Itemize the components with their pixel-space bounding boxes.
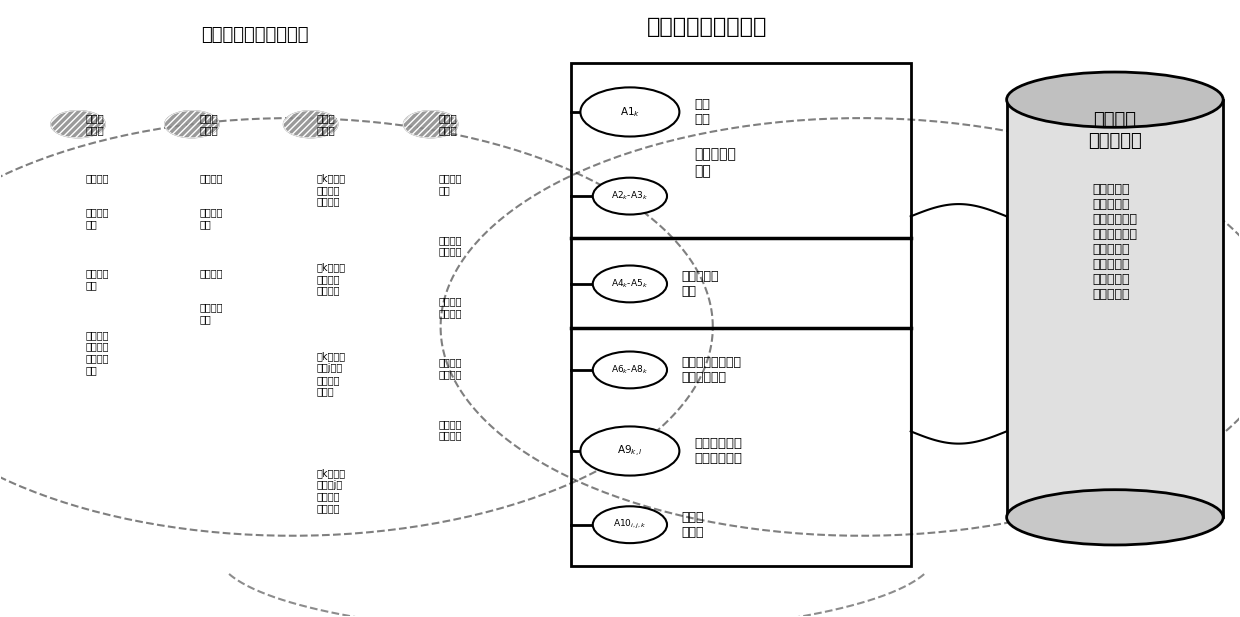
- Circle shape: [593, 352, 667, 388]
- Text: 泄漏时间、地点、
水深、泄漏量: 泄漏时间、地点、 水深、泄漏量: [682, 356, 742, 384]
- Text: 水深比对
优化: 水深比对 优化: [438, 173, 461, 195]
- Text: 油品粘度、
密度: 油品粘度、 密度: [694, 147, 737, 178]
- Circle shape: [580, 426, 680, 476]
- Text: A10$_{i,j,k}$: A10$_{i,j,k}$: [613, 518, 647, 531]
- Text: 添加溢油
分散剂后
溢油性质
相近: 添加溢油 分散剂后 溢油性质 相近: [86, 330, 109, 375]
- Circle shape: [403, 110, 458, 138]
- Text: 油膜厚度
比对优化: 油膜厚度 比对优化: [438, 235, 461, 257]
- Text: 光照条件
相近: 光照条件 相近: [200, 207, 223, 229]
- Text: 第k事故水
质采样点
平均水深: 第k事故水 质采样点 平均水深: [317, 262, 346, 296]
- Text: 油种相近: 油种相近: [86, 173, 109, 183]
- Circle shape: [593, 507, 667, 543]
- Text: A4$_{k}$-A5$_{k}$: A4$_{k}$-A5$_{k}$: [611, 278, 649, 290]
- Ellipse shape: [1007, 72, 1223, 127]
- Text: 相似比对检索优化模块: 相似比对检索优化模块: [201, 26, 309, 44]
- Text: 气温水温
比对优化: 气温水温 比对优化: [438, 358, 461, 379]
- Text: 水温相近: 水温相近: [200, 268, 223, 279]
- Circle shape: [284, 110, 339, 138]
- Text: 实验条
件优化: 实验条 件优化: [438, 114, 456, 135]
- Text: 环境相
似比对: 环境相 似比对: [200, 114, 218, 135]
- Text: A6$_{k}$-A8$_{k}$: A6$_{k}$-A8$_{k}$: [611, 363, 649, 376]
- Circle shape: [580, 88, 680, 136]
- Text: 水质本底
相近: 水质本底 相近: [200, 302, 223, 324]
- Text: 案例数
据提取: 案例数 据提取: [317, 114, 336, 135]
- Text: A2$_{k}$-A3$_{k}$: A2$_{k}$-A3$_{k}$: [611, 190, 649, 202]
- Bar: [1007, 100, 1223, 517]
- Text: 第k事故水
质第j种水
质指标背
景浓度: 第k事故水 质第j种水 质指标背 景浓度: [317, 352, 346, 396]
- Circle shape: [593, 265, 667, 302]
- Text: 溢油分散及回
收处置等情况: 溢油分散及回 收处置等情况: [694, 437, 743, 465]
- Circle shape: [51, 110, 105, 138]
- Text: 溢油案例比对数据库: 溢油案例比对数据库: [646, 17, 766, 37]
- Text: 溢油
品种: 溢油 品种: [694, 98, 711, 126]
- Polygon shape: [0, 118, 713, 536]
- Text: 第k事故第
时段第j种
水质指标
监测浓度: 第k事故第 时段第j种 水质指标 监测浓度: [317, 468, 346, 513]
- Text: 水流条件
比对优化: 水流条件 比对优化: [438, 296, 461, 318]
- Text: 水深、油膜
厚度、水流
流速及波浪、
水质、光照、
水质指标浓
度变幅调整
因子及其缩
比仿真比值: 水深、油膜 厚度、水流 流速及波浪、 水质、光照、 水质指标浓 度变幅调整 因子…: [1092, 183, 1137, 300]
- Text: 油膜厚度、
面积: 油膜厚度、 面积: [682, 270, 719, 298]
- Text: 实验条件
优化数据库: 实验条件 优化数据库: [1087, 110, 1142, 149]
- Text: 水质监
测结果: 水质监 测结果: [682, 511, 704, 539]
- Text: 气温相近: 气温相近: [200, 173, 223, 183]
- Circle shape: [593, 178, 667, 215]
- Text: 光照条件
比对优化: 光照条件 比对优化: [438, 419, 461, 441]
- Polygon shape: [440, 118, 1240, 536]
- Text: 密度比重
相近: 密度比重 相近: [86, 207, 109, 229]
- Text: 油膜厚度
相近: 油膜厚度 相近: [86, 268, 109, 290]
- Text: A9$_{k,l}$: A9$_{k,l}$: [618, 444, 642, 458]
- Text: A1$_{k}$: A1$_{k}$: [620, 105, 640, 119]
- Circle shape: [165, 110, 219, 138]
- Ellipse shape: [1007, 490, 1223, 545]
- Bar: [570, 63, 910, 566]
- Text: 第k事故油
种油膜厚
度、面积: 第k事故油 种油膜厚 度、面积: [317, 173, 346, 207]
- Text: 油种相
似比对: 油种相 似比对: [86, 114, 104, 135]
